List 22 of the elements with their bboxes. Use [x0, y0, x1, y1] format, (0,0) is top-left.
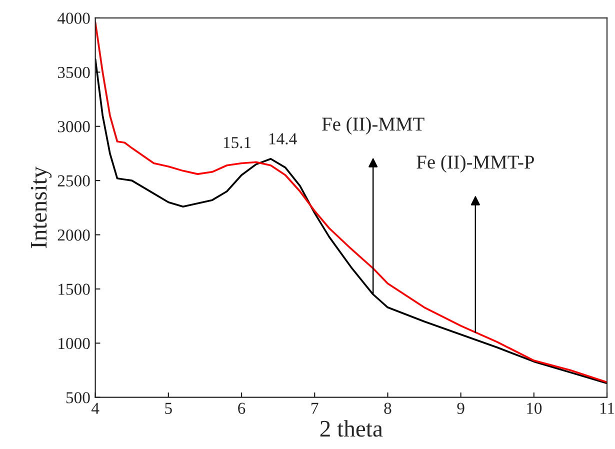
annotation: Fe (II)-MMT: [322, 117, 424, 135]
x-tick-label: 4: [91, 402, 100, 414]
y-tick-label: 1500: [58, 284, 90, 295]
x-tick-label: 10: [527, 402, 542, 414]
y-tick-label: 500: [66, 392, 90, 404]
x-tick-label: 9: [457, 402, 464, 414]
x-tick-label: 11: [600, 402, 614, 414]
x-tick-label: 7: [312, 402, 318, 414]
y-tick-label: 2000: [58, 229, 90, 241]
annotation: Fe (II)-MMT-P: [416, 154, 534, 173]
annotation: 14.4: [269, 133, 297, 144]
x-axis-title: 2 theta: [320, 420, 383, 437]
y-tick-label: 2500: [58, 175, 90, 187]
y-tick-label: 3500: [58, 66, 90, 78]
annotation: 15.1: [224, 137, 251, 148]
x-tick-label: 6: [238, 402, 246, 414]
y-axis-title: Intensity: [30, 166, 52, 248]
x-tick-label: 8: [384, 402, 392, 414]
y-tick-label: 1000: [58, 338, 90, 350]
x-tick-label: 5: [165, 402, 172, 414]
y-tick-label: 3000: [58, 121, 90, 132]
y-tick-label: 4000: [57, 12, 90, 24]
